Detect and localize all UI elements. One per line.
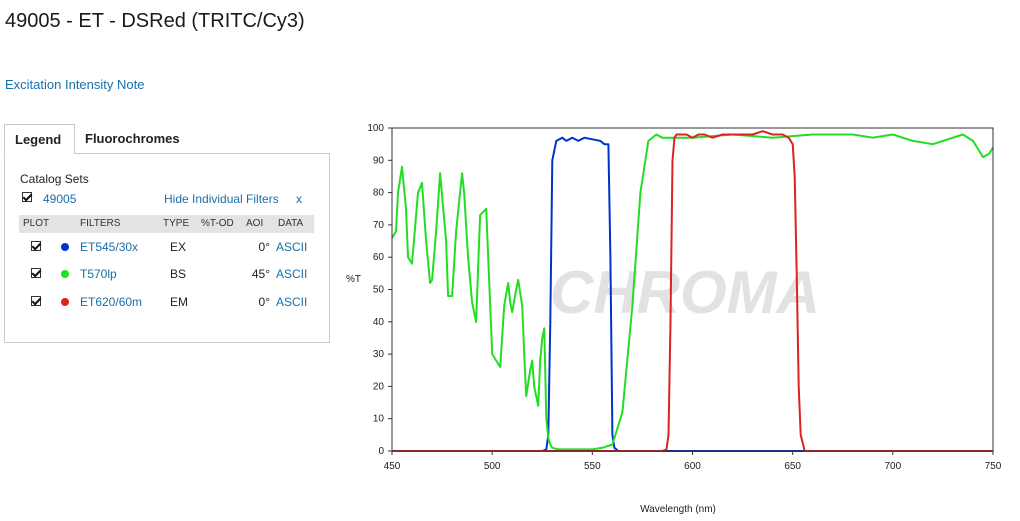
y-tick-label: 0	[378, 446, 384, 457]
hide-individual-filters-link[interactable]: Hide Individual Filters	[164, 192, 279, 206]
x-tick-label: 650	[784, 461, 801, 472]
column-header-data: DATA	[278, 218, 304, 229]
plot-area: 0 10 20 30 40 50 60 70 80 90 100 450 500 550 600 650 700…	[367, 123, 1001, 472]
column-header-plot: PLOT	[23, 218, 50, 229]
x-axis-title: Wavelength (nm)	[640, 504, 716, 515]
plot-checkbox[interactable]	[31, 241, 41, 251]
filter-aoi: 0°	[258, 295, 270, 309]
x-tick-label: 500	[484, 461, 501, 472]
y-axis-title: %T	[346, 274, 361, 285]
filter-type: BS	[170, 267, 187, 281]
filter-name-link[interactable]: ET545/30x	[80, 240, 139, 254]
ascii-data-link[interactable]: ASCII	[276, 295, 308, 309]
x-tick-label: 550	[584, 461, 601, 472]
catalog-set-checkbox[interactable]	[22, 192, 32, 202]
x-tick-label: 700	[884, 461, 901, 472]
filter-row: ET620/60m EM 0° ASCII	[19, 292, 314, 312]
excitation-intensity-note-link[interactable]: Excitation Intensity Note	[5, 77, 145, 92]
catalog-sets-label: Catalog Sets	[20, 172, 89, 186]
page-title: 49005 - ET - DSRed (TRITC/Cy3)	[5, 10, 305, 32]
series-color-dot	[61, 298, 69, 306]
y-tick-label: 10	[373, 414, 385, 425]
tab-fluorochromes[interactable]: Fluorochromes	[85, 131, 180, 146]
column-header-t-od: %T-OD	[201, 218, 234, 229]
filter-aoi: 0°	[258, 240, 270, 254]
chart-watermark: CHROMA	[550, 259, 820, 326]
legend-tabs: Legend Fluorochromes	[4, 124, 330, 154]
plot-frame	[391, 127, 994, 452]
filter-row: ET545/30x EX 0° ASCII	[19, 237, 314, 257]
y-tick-label: 60	[373, 252, 385, 263]
ascii-data-link[interactable]: ASCII	[276, 240, 308, 254]
y-tick-label: 90	[373, 155, 385, 166]
x-tick-label: 450	[384, 461, 401, 472]
filter-aoi: 45°	[251, 267, 270, 281]
y-tick-label: 40	[373, 317, 385, 328]
filter-type: EM	[170, 295, 188, 309]
y-tick-label: 70	[373, 220, 385, 231]
catalog-set-link[interactable]: 49005	[43, 192, 77, 206]
tab-legend[interactable]: Legend	[4, 124, 75, 154]
transmission-chart: CHROMA 0 10 20 30 40 50 60 70 80 90 100 450 500 550 60…	[346, 123, 1002, 515]
plot-checkbox[interactable]	[31, 296, 41, 306]
filter-type: EX	[170, 240, 187, 254]
series-color-dot	[61, 243, 69, 251]
y-tick-label: 50	[373, 285, 385, 296]
legend-panel: Catalog Sets 49005 Hide Individual Filte…	[4, 153, 330, 343]
column-header-filters: FILTERS	[80, 218, 121, 229]
series-line-et620-60m	[392, 130, 993, 452]
column-header-aoi: AOI	[246, 218, 264, 229]
x-tick-label: 600	[684, 461, 701, 472]
x-tick-label: 750	[985, 461, 1002, 472]
series-line-t570lp	[391, 133, 994, 451]
y-tick-label: 80	[373, 188, 385, 199]
y-tick-label: 100	[367, 123, 384, 134]
y-tick-label: 20	[373, 381, 385, 392]
series-color-dot	[61, 270, 69, 278]
filter-name-link[interactable]: T570lp	[80, 267, 117, 281]
filter-row: T570lp BS 45° ASCII	[19, 264, 314, 284]
ascii-data-link[interactable]: ASCII	[276, 267, 308, 281]
series-line-et545-30x	[392, 136, 993, 452]
y-tick-label: 30	[373, 349, 385, 360]
filters-table-header: PLOT FILTERS TYPE %T-OD AOI DATA	[19, 215, 314, 233]
plot-checkbox[interactable]	[31, 268, 41, 278]
filter-name-link[interactable]: ET620/60m	[80, 295, 143, 309]
close-icon[interactable]: x	[296, 192, 302, 206]
column-header-type: TYPE	[163, 218, 190, 229]
